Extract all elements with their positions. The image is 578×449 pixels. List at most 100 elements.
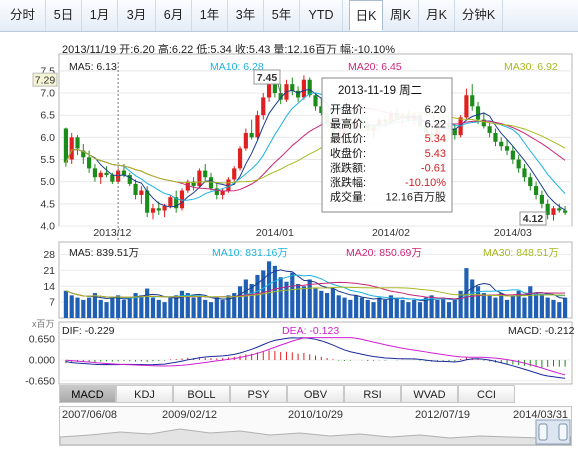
tooltip-box (321, 77, 453, 213)
candle-body-6 (98, 172, 103, 178)
volume-bar-16 (156, 299, 161, 318)
volume-bar-63 (429, 295, 434, 318)
vol-ma10-label: MA10: 831.16万 (212, 247, 288, 259)
tab-5[interactable]: 1年 (192, 0, 228, 31)
volume-bar-32 (249, 284, 254, 318)
volume-bar-76 (504, 299, 510, 318)
tab-10[interactable]: 周K (383, 0, 419, 31)
candle-body-41 (301, 79, 306, 98)
tooltip-key-2: 最低价: (330, 132, 366, 145)
volume-bar-21 (185, 293, 190, 318)
candle-body-3 (81, 150, 86, 158)
indicator-button-wvad[interactable]: WVAD (401, 385, 458, 403)
volume-bar-33 (255, 274, 260, 318)
indicator-button-kdj[interactable]: KDJ (116, 385, 173, 403)
indicator-button-cci[interactable]: CCI (458, 385, 515, 403)
dif-line (65, 337, 566, 379)
candle-body-36 (272, 84, 277, 94)
candle-body-85 (557, 208, 562, 211)
candle-body-20 (179, 190, 185, 209)
macd-label: MACD: -0.212 (508, 325, 575, 337)
candle-body-28 (226, 179, 231, 191)
tab-6[interactable]: 3年 (228, 0, 264, 31)
volume-bar-58 (400, 299, 405, 318)
tooltip-value-4: -0.61 (421, 162, 446, 174)
volume-bar-83 (545, 297, 550, 318)
tab-12[interactable]: 分钟K (455, 0, 503, 31)
timeline-label-3: 2012/07/19 (415, 409, 471, 421)
volume-bar-48 (342, 297, 347, 318)
volume-bar-0 (63, 290, 68, 318)
tab-11[interactable]: 月K (419, 0, 455, 31)
ma5-line (65, 88, 566, 211)
candle-body-86 (563, 210, 568, 213)
candle-body-21 (185, 181, 190, 191)
volume-bar-56 (388, 295, 394, 318)
price-tick-0: 4.0 (40, 221, 55, 233)
tooltip-key-6: 成交量: (330, 190, 366, 204)
volume-bar-27 (220, 299, 225, 318)
ma30-label: MA30: 6.92 (504, 61, 558, 73)
volume-bar-79 (522, 297, 527, 318)
indicator-button-obv[interactable]: OBV (287, 385, 344, 403)
volume-bar-1 (69, 295, 74, 318)
candle-body-39 (290, 84, 295, 91)
candle-body-31 (243, 132, 248, 149)
volume-bar-23 (197, 295, 202, 318)
volume-bar-31 (243, 279, 248, 318)
timeline-navigator[interactable]: 2007/06/08 2009/02/12 2010/10/29 2012/07… (59, 406, 572, 446)
candle-body-69 (464, 95, 469, 118)
candle-body-34 (261, 97, 266, 116)
volume-bar-20 (179, 290, 185, 318)
candle-body-42 (307, 79, 312, 96)
volume-bar-13 (139, 295, 144, 318)
candle-body-80 (528, 177, 533, 187)
indicator-button-rsi[interactable]: RSI (344, 385, 401, 403)
candle-body-12 (133, 183, 138, 195)
candle-body-1 (69, 137, 74, 160)
tab-9[interactable]: 日K (349, 0, 383, 31)
tab-2[interactable]: 1月 (82, 0, 118, 31)
tab-1[interactable]: 5日 (46, 0, 82, 31)
volume-bar-73 (487, 295, 492, 318)
volume-bar-6 (98, 299, 103, 318)
candle-body-10 (121, 170, 127, 176)
indicator-button-macd[interactable]: MACD (59, 385, 116, 403)
timeline-range-handle[interactable] (535, 419, 571, 445)
volume-bar-50 (354, 295, 359, 318)
candle-body-37 (278, 93, 283, 100)
volume-bar-74 (493, 297, 498, 318)
candle-body-7 (104, 172, 109, 176)
vol-ma20-label: MA20: 850.69万 (346, 247, 422, 259)
volume-bar-24 (203, 299, 208, 318)
candle-body-70 (470, 95, 475, 107)
low-marker-label: 4.12 (523, 213, 544, 225)
tooltip-key-0: 开盘价: (330, 102, 366, 116)
indicator-button-boll[interactable]: BOLL (173, 385, 230, 403)
tab-4[interactable]: 6月 (156, 0, 192, 31)
price-tick-2: 5.0 (40, 176, 55, 188)
timeline-label-2: 2010/10/29 (288, 409, 344, 421)
tab-7[interactable]: 5年 (264, 0, 300, 31)
tab-8[interactable]: YTD (300, 0, 343, 31)
tooltip-value-0: 6.20 (425, 104, 446, 116)
tooltip-key-4: 涨跌额: (330, 160, 366, 174)
price-tick-3: 5.5 (40, 154, 55, 166)
volume-bar-22 (191, 297, 196, 318)
candle-body-84 (551, 208, 556, 215)
indicator-button-psy[interactable]: PSY (230, 385, 287, 403)
volume-bar-78 (516, 290, 521, 318)
volume-bar-80 (528, 286, 533, 318)
candle-body-29 (232, 168, 237, 180)
volume-bar-25 (208, 302, 214, 318)
tab-3[interactable]: 3月 (118, 0, 156, 31)
volume-bar-30 (237, 286, 243, 318)
candle-body-17 (162, 206, 167, 211)
candle-body-78 (516, 159, 521, 169)
tab-0[interactable]: 分时 (0, 0, 46, 31)
dea-label: DEA: -0.123 (282, 325, 339, 337)
price-tick-6: 7.0 (40, 88, 55, 100)
candle-body-44 (319, 106, 324, 113)
date-tick-1: 2014/01 (256, 227, 294, 239)
